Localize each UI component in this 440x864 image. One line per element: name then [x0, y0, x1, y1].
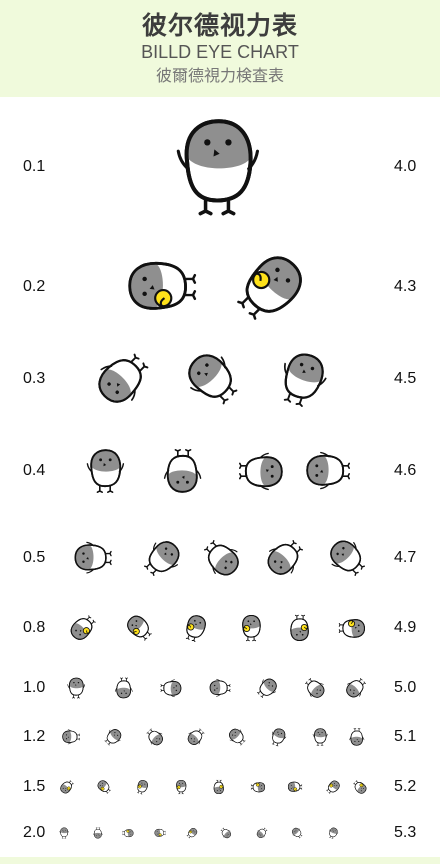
bird-icon: [346, 677, 367, 698]
decimal-acuity-label: 0.3: [23, 370, 46, 387]
decimal-acuity-label: 0.5: [23, 549, 46, 566]
bird-holding-chick-icon: [338, 619, 366, 638]
chart-row: 1.2 5.1: [0, 728, 440, 747]
bird-icon: [312, 728, 328, 746]
bird-holding-chick-icon: [137, 780, 148, 795]
decimal-acuity-label: 0.8: [23, 619, 46, 636]
bird-holding-chick-icon: [97, 780, 111, 794]
header-banner: 彼尔德视力表 BILLD EYE CHART 彼爾德視力検査表: [0, 0, 440, 97]
bird-icon: [267, 540, 303, 575]
chart-row: 1.0 5.0: [0, 677, 440, 699]
bird-holding-chick-icon: [242, 614, 261, 642]
chart-row: 0.3 4.5: [0, 353, 440, 407]
bird-holding-chick-icon: [128, 262, 197, 310]
footer-band: [0, 857, 440, 864]
bird-holding-chick-icon: [176, 779, 187, 795]
bird-icon: [304, 677, 325, 698]
log-acuity-label: 4.7: [394, 549, 417, 566]
bird-holding-chick-icon: [250, 782, 266, 793]
bird-holding-chick-icon: [186, 828, 198, 839]
bird-holding-chick-icon: [127, 615, 152, 641]
log-acuity-label: 5.3: [394, 824, 417, 841]
bird-holding-chick-icon: [287, 781, 303, 792]
bird-icon: [204, 540, 239, 576]
decimal-acuity-label: 1.2: [23, 728, 46, 745]
bird-icon: [144, 541, 180, 576]
bird-icon: [329, 827, 339, 839]
chart-row: 0.1 4.0: [0, 119, 440, 216]
chart-row: 0.8 4.9: [0, 614, 440, 642]
bird-icon: [283, 353, 327, 407]
log-acuity-label: 5.0: [394, 679, 417, 696]
bird-holding-chick-icon: [326, 780, 340, 794]
bird-icon: [98, 353, 149, 403]
bird-icon: [67, 677, 86, 699]
chart-row: 1.5 5.2: [0, 779, 440, 795]
bird-icon: [271, 728, 287, 747]
bird-icon: [256, 827, 268, 838]
bird-icon: [349, 728, 365, 746]
bird-icon: [146, 728, 163, 746]
bird-icon: [86, 449, 125, 493]
bird-icon: [160, 679, 182, 698]
bird-holding-chick-icon: [237, 256, 302, 320]
log-acuity-label: 4.0: [394, 158, 417, 175]
bird-holding-chick-icon: [353, 780, 367, 794]
bird-holding-chick-icon: [122, 829, 134, 838]
chart-row: 2.0 5.3: [0, 825, 440, 841]
log-acuity-label: 4.6: [394, 462, 417, 479]
bird-icon: [104, 729, 122, 746]
bird-icon: [256, 678, 277, 699]
bird-icon: [229, 728, 246, 746]
bird-icon: [93, 827, 103, 839]
bird-icon: [187, 728, 205, 745]
bird-icon: [62, 729, 80, 745]
bird-icon: [239, 452, 283, 491]
log-acuity-label: 5.2: [394, 778, 417, 795]
page-subtitle-alt: 彼爾德視力検査表: [155, 66, 284, 85]
bird-holding-chick-icon: [213, 779, 224, 795]
chart-row: 0.5 4.7: [0, 540, 440, 576]
bird-icon: [209, 678, 231, 697]
chart-row: 0.2 4.3: [0, 256, 440, 320]
bird-icon: [330, 540, 365, 576]
bird-icon: [220, 827, 231, 839]
log-acuity-label: 4.9: [394, 619, 417, 636]
bird-holding-chick-icon: [154, 828, 166, 837]
decimal-acuity-label: 1.0: [23, 679, 46, 696]
log-acuity-label: 5.1: [394, 728, 417, 745]
bird-icon: [114, 677, 133, 699]
decimal-acuity-label: 1.5: [23, 778, 46, 795]
page-title: 彼尔德视力表: [141, 11, 298, 40]
bird-icon: [176, 119, 260, 216]
log-acuity-label: 4.5: [394, 370, 417, 387]
bird-icon: [292, 827, 303, 839]
bird-icon: [59, 827, 69, 839]
bird-holding-chick-icon: [60, 780, 74, 794]
chart-row: 0.4 4.6: [0, 449, 440, 493]
bird-icon: [74, 541, 112, 574]
decimal-acuity-label: 2.0: [23, 824, 46, 841]
bird-icon: [188, 354, 238, 405]
decimal-acuity-label: 0.4: [23, 462, 46, 479]
bird-holding-chick-icon: [290, 614, 309, 642]
bird-icon: [163, 449, 202, 493]
page-subtitle: BILLD EYE CHART: [141, 42, 299, 62]
bird-icon: [306, 451, 350, 490]
bird-holding-chick-icon: [70, 615, 96, 640]
log-acuity-label: 4.3: [394, 278, 417, 295]
decimal-acuity-label: 0.2: [23, 278, 46, 295]
decimal-acuity-label: 0.1: [23, 158, 46, 175]
bird-holding-chick-icon: [185, 615, 206, 642]
